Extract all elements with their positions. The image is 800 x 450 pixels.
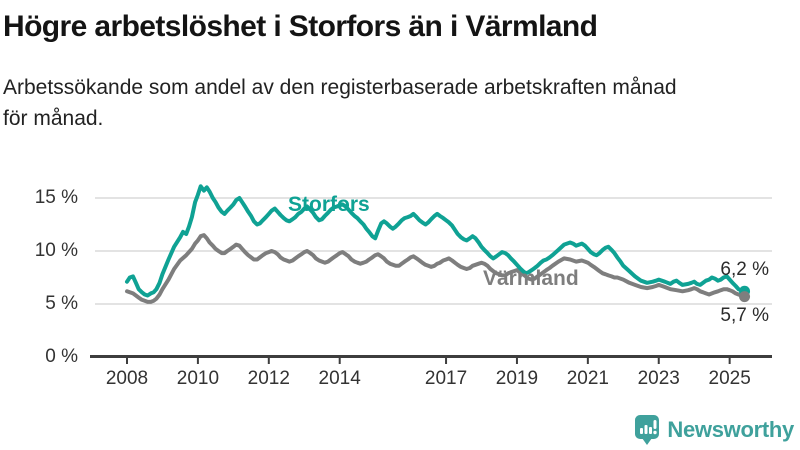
newsworthy-pin-icon	[635, 415, 660, 445]
end-value-varmland: 5,7 %	[720, 305, 769, 326]
subtitle-line-2: för månad.	[3, 107, 104, 130]
y-tick-label-10: 10 %	[34, 240, 78, 261]
newsworthy-logo[interactable]: Newsworthy	[634, 414, 794, 446]
end-dot-värmland	[739, 291, 751, 303]
x-tick-label-2019: 2019	[495, 368, 539, 389]
end-value-storfors: 6,2 %	[720, 259, 769, 280]
x-tick-label-2014: 2014	[318, 368, 361, 389]
series-label-storfors: Storfors	[288, 193, 370, 216]
brand-name: Newsworthy	[667, 417, 794, 442]
x-tick-label-2012: 2012	[247, 368, 290, 389]
y-tick-label-15: 15 %	[34, 187, 78, 208]
x-tick-label-2010: 2010	[176, 368, 220, 389]
page-title: Högre arbetslöshet i Storfors än i Värml…	[3, 10, 598, 43]
line-storfors	[125, 184, 747, 298]
x-tick-label-2017: 2017	[424, 368, 468, 389]
x-tick-label-2023: 2023	[637, 368, 680, 389]
x-tick-label-2008: 2008	[105, 368, 149, 389]
series-label-varmland: Värmland	[483, 267, 579, 290]
y-tick-label-0: 0 %	[45, 346, 78, 367]
line-värmland	[125, 233, 747, 304]
x-tick-label-2025: 2025	[708, 368, 751, 389]
chart-subtitle: Arbetssökande som andel av den registerb…	[3, 72, 795, 134]
subtitle-line-1: Arbetssökande som andel av den registerb…	[3, 76, 677, 99]
y-tick-label-5: 5 %	[45, 293, 78, 314]
x-tick-label-2021: 2021	[566, 368, 609, 389]
